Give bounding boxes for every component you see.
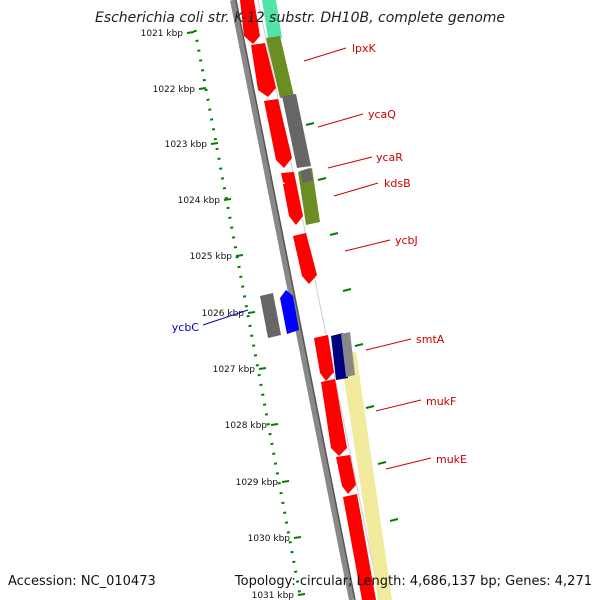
gene-arrow[interactable] <box>341 332 355 377</box>
gene-label-ycbC[interactable]: ycbC <box>172 321 200 334</box>
scale-tick <box>186 31 195 34</box>
gene-label-leader <box>317 113 364 128</box>
scale-tick-label: 1031 kbp <box>252 591 295 600</box>
gene-label-mukE[interactable]: mukE <box>436 453 467 466</box>
gene-labels: lpxK ycaQ ycaR kdsB ycbJ ycbC smtA mukF mukE <box>172 42 467 470</box>
scale-tick <box>293 536 302 539</box>
gene-label-leader <box>202 309 249 326</box>
scale-tick-label: 1025 kbp <box>190 252 233 262</box>
scale-tick-label: 1030 kbp <box>248 534 291 544</box>
scale-tick <box>223 198 232 201</box>
gene-arrow[interactable] <box>281 172 296 186</box>
scale-tick-label: 1021 kbp <box>141 29 184 39</box>
outer-tick <box>377 461 387 465</box>
outer-tick <box>354 343 364 347</box>
scale-tick <box>210 142 219 145</box>
accession-label: Accession: NC_010473 <box>8 574 156 589</box>
gene-label-mukF[interactable]: mukF <box>426 395 456 408</box>
gene-label-ycbJ[interactable]: ycbJ <box>395 234 418 247</box>
scale-tick-label: 1026 kbp <box>202 309 245 319</box>
outer-tick <box>342 288 352 292</box>
yellow-band <box>340 352 392 600</box>
scale-tick-label: 1028 kbp <box>225 421 268 431</box>
scale-ruler: 1021 kbp 1022 kbp 1023 kbp 1024 kbp 1025 kbp… <box>141 29 399 600</box>
scale-tick <box>258 367 267 370</box>
gene-label-leader <box>385 457 432 470</box>
genome-summary: Topology: circular; Length: 4,686,137 bp… <box>234 574 592 589</box>
scale-tick <box>247 311 256 314</box>
gene-label-leader <box>327 156 373 169</box>
gene-label-leader <box>375 399 422 412</box>
gene-label-leader <box>344 239 391 252</box>
outer-tick <box>317 177 327 181</box>
gene-label-leader <box>365 338 412 351</box>
scale-tick-label: 1027 kbp <box>213 365 256 375</box>
gene-label-ycaQ[interactable]: ycaQ <box>368 108 396 121</box>
gene-label-leader <box>303 47 347 62</box>
gene-arrow[interactable] <box>336 455 356 494</box>
gene-arrow[interactable] <box>283 182 303 225</box>
outer-tick <box>365 405 375 409</box>
scale-tick <box>281 480 290 483</box>
gene-arrow[interactable] <box>266 36 294 98</box>
gene-arrow[interactable] <box>314 335 334 381</box>
gene-arrow[interactable] <box>251 43 276 97</box>
gene-arrow[interactable] <box>280 290 299 334</box>
gene-arrow[interactable] <box>282 94 311 168</box>
outer-tick <box>305 122 315 126</box>
gene-label-smtA[interactable]: smtA <box>416 333 445 346</box>
gene-arrow[interactable] <box>300 168 313 183</box>
gene-arrow[interactable] <box>260 293 281 338</box>
gene-arrow[interactable] <box>343 494 376 600</box>
outer-tick <box>389 518 399 522</box>
gene-arrow[interactable] <box>264 99 292 168</box>
gene-label-lpxK[interactable]: lpxK <box>352 42 377 55</box>
teal-band <box>262 0 282 38</box>
gene-arrow[interactable] <box>293 233 317 284</box>
gene-arrow[interactable] <box>240 0 260 44</box>
scale-tick <box>235 254 244 257</box>
gene-arrows <box>240 0 376 600</box>
scale-tick <box>198 87 207 90</box>
gene-label-ycaR[interactable]: ycaR <box>376 151 403 164</box>
scale-tick-label: 1029 kbp <box>236 478 279 488</box>
gene-arrow[interactable] <box>321 379 347 456</box>
gene-label-leader <box>333 182 379 197</box>
genome-title: Escherichia coli str. K-12 substr. DH10B… <box>94 10 506 26</box>
scale-tick-label: 1024 kbp <box>178 196 221 206</box>
scale-tick <box>270 423 279 426</box>
gene-label-kdsB[interactable]: kdsB <box>384 177 411 190</box>
outer-tick <box>329 232 339 236</box>
scale-tick <box>297 593 306 596</box>
scale-tick-label: 1022 kbp <box>153 85 196 95</box>
scale-tick-label: 1023 kbp <box>165 140 208 150</box>
